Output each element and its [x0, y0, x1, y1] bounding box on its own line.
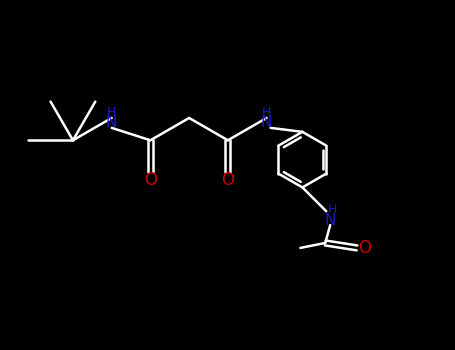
Text: O: O	[222, 172, 234, 189]
Text: O: O	[144, 172, 157, 189]
Text: H: H	[328, 203, 337, 216]
Text: H: H	[262, 105, 271, 119]
Text: H: H	[107, 105, 116, 119]
Text: N: N	[324, 213, 336, 228]
Text: O: O	[359, 239, 372, 257]
Text: N: N	[106, 116, 117, 131]
Text: N: N	[261, 116, 272, 131]
